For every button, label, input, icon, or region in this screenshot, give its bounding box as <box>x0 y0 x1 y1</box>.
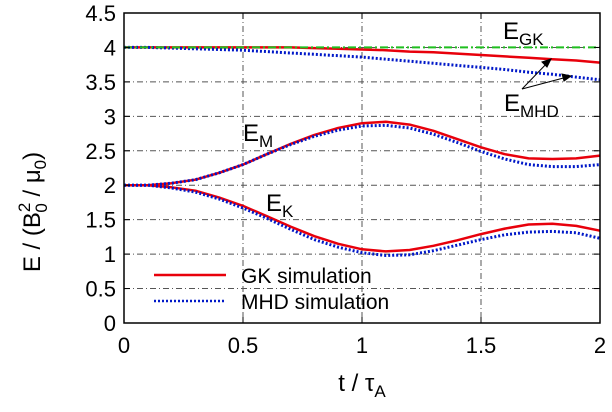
y-label-part-1: E / (B <box>19 212 46 272</box>
annotation-e-mhd: EMHD <box>504 90 559 121</box>
x-label-part: t / τ <box>338 370 375 397</box>
y-axis-label: E / (B20 / μ0) <box>15 152 51 272</box>
series-kinetic-gk <box>124 183 601 253</box>
x-tick-label: 2 <box>594 333 606 358</box>
arrow-head-1 <box>541 58 552 68</box>
x-tick-label: 1 <box>356 333 368 358</box>
x-tick-label: 0.5 <box>228 333 259 358</box>
y-tick-label: 2.5 <box>85 139 116 164</box>
y-tick-label: 1 <box>104 242 116 267</box>
y-tick-label: 0.5 <box>85 277 116 302</box>
y-tick-label: 4 <box>104 35 116 60</box>
y-tick-label: 1.5 <box>85 208 116 233</box>
y-label-part-3: ) <box>19 152 46 160</box>
annotation-arrows <box>521 58 573 90</box>
x-tick-label: 1.5 <box>466 333 497 358</box>
x-axis-label: t / τA <box>338 370 386 401</box>
y-tick-label: 4.5 <box>85 1 116 26</box>
x-tick-label: 0 <box>118 333 130 358</box>
series-total-gk <box>124 46 601 64</box>
y-label-sub2: 0 <box>31 160 50 169</box>
y-label-sub: 0 <box>32 203 51 212</box>
legend-label-mhd: MHD simulation <box>241 291 389 314</box>
y-label-sup: 2 <box>15 203 34 212</box>
series-total-mhd <box>124 45 601 82</box>
y-tick-label: 3 <box>104 104 116 129</box>
y-tick-label: 2 <box>104 173 116 198</box>
y-label-part-2: / μ <box>19 169 46 203</box>
annotation-e-k: EK <box>266 190 294 221</box>
arrow-head-2 <box>561 73 573 82</box>
series-magnetic-gk <box>124 120 601 187</box>
series-group <box>124 45 601 257</box>
y-tick-label: 0 <box>104 311 116 336</box>
legend-label-gk: GK simulation <box>241 265 372 288</box>
legend: GK simulation MHD simulation <box>154 265 389 314</box>
y-tick-label: 3.5 <box>85 70 116 95</box>
annotation-e-gk: EGK <box>503 18 544 49</box>
tick-group: 0 0.5 1 1.5 2 0 0.5 1 1.5 2 2.5 3 3.5 4 4.5 <box>85 1 606 358</box>
annotation-e-m: EM <box>243 120 273 151</box>
series-kinetic-mhd <box>124 183 601 257</box>
x-label-sub: A <box>374 382 386 401</box>
